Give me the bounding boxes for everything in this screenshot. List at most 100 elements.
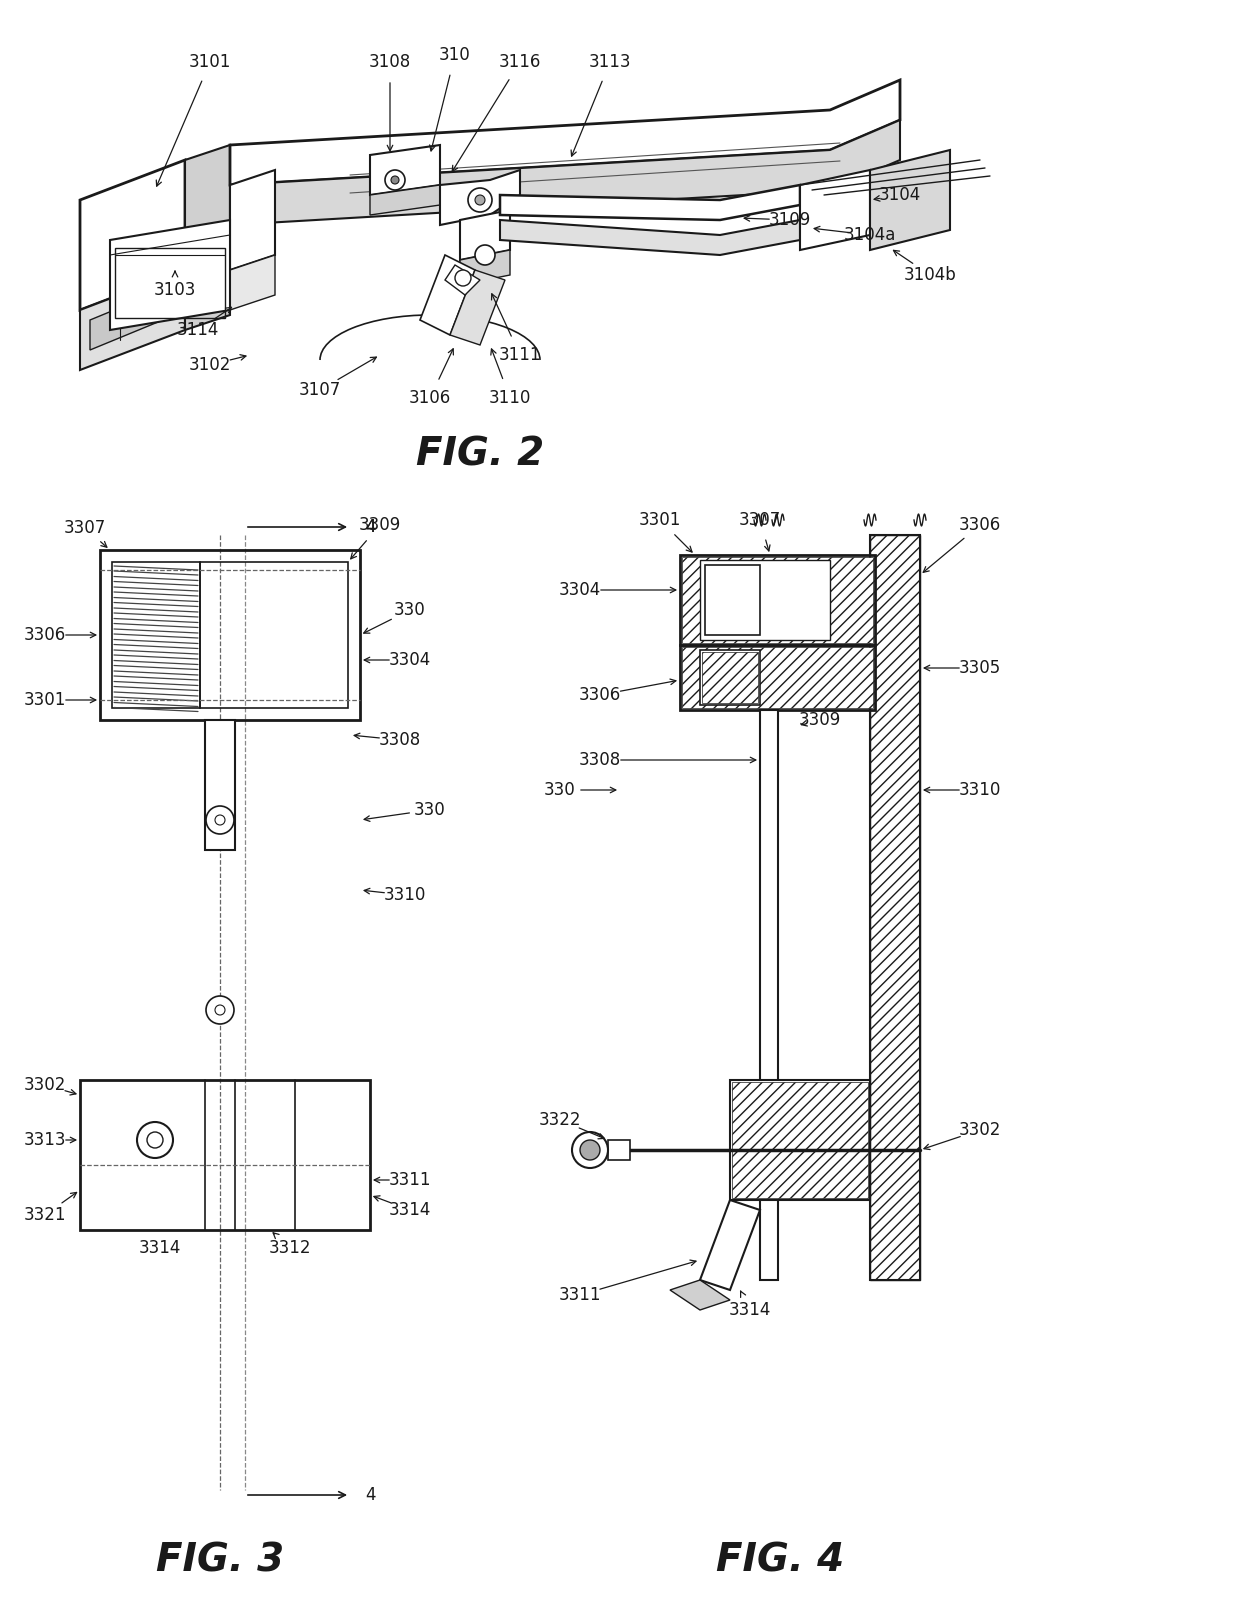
Circle shape — [206, 806, 234, 835]
Text: 3309: 3309 — [358, 515, 401, 534]
Text: 3314: 3314 — [729, 1302, 771, 1319]
Polygon shape — [460, 250, 510, 286]
Text: 3304: 3304 — [389, 652, 432, 669]
Text: 3306: 3306 — [579, 685, 621, 705]
Polygon shape — [440, 170, 520, 225]
Text: 3312: 3312 — [269, 1239, 311, 1257]
Text: 3321: 3321 — [24, 1205, 66, 1225]
Circle shape — [215, 815, 224, 825]
Text: 3104: 3104 — [879, 186, 921, 204]
Bar — [760, 709, 777, 1281]
Circle shape — [467, 188, 492, 212]
Text: 3314: 3314 — [139, 1239, 181, 1257]
Bar — [701, 650, 760, 705]
Text: 3311: 3311 — [389, 1172, 432, 1189]
Text: 3309: 3309 — [799, 711, 841, 729]
Circle shape — [215, 1005, 224, 1014]
Text: 3305: 3305 — [959, 660, 1001, 677]
Bar — [205, 721, 236, 851]
Text: 3116: 3116 — [498, 53, 541, 71]
Circle shape — [384, 170, 405, 189]
Text: 330: 330 — [414, 801, 446, 819]
Text: 310: 310 — [439, 47, 471, 64]
Polygon shape — [91, 286, 175, 350]
Polygon shape — [800, 170, 870, 250]
Text: 3113: 3113 — [589, 53, 631, 71]
Text: 3302: 3302 — [959, 1120, 1001, 1140]
Polygon shape — [450, 270, 505, 345]
Polygon shape — [229, 80, 900, 185]
Polygon shape — [420, 255, 475, 335]
Text: 330: 330 — [394, 600, 425, 620]
Text: 3306: 3306 — [24, 626, 66, 644]
Bar — [680, 555, 875, 645]
Text: 3306: 3306 — [959, 515, 1001, 534]
Circle shape — [391, 177, 399, 185]
Polygon shape — [370, 144, 440, 194]
Bar — [732, 1082, 868, 1197]
Text: 3104b: 3104b — [904, 266, 956, 284]
Text: 4: 4 — [365, 1486, 376, 1504]
Text: 4: 4 — [365, 518, 376, 536]
Text: 3307: 3307 — [64, 518, 107, 538]
Bar — [730, 1080, 870, 1201]
Polygon shape — [110, 220, 229, 331]
Bar — [608, 1140, 630, 1160]
Polygon shape — [445, 265, 480, 295]
Text: 3106: 3106 — [409, 388, 451, 408]
Text: 3103: 3103 — [154, 281, 196, 299]
Text: 3302: 3302 — [24, 1075, 66, 1095]
Polygon shape — [460, 210, 510, 260]
Circle shape — [136, 1122, 174, 1157]
Text: 3322: 3322 — [538, 1111, 582, 1128]
Text: 3307: 3307 — [739, 510, 781, 530]
Text: 3308: 3308 — [379, 730, 422, 750]
Polygon shape — [701, 1201, 760, 1290]
Circle shape — [455, 270, 471, 286]
Bar — [115, 249, 224, 318]
Text: 330: 330 — [544, 782, 575, 799]
Bar — [870, 534, 920, 1281]
Polygon shape — [870, 149, 950, 250]
Bar — [706, 565, 760, 636]
Text: 3310: 3310 — [384, 886, 427, 904]
Bar — [682, 557, 873, 644]
Text: 3301: 3301 — [24, 692, 66, 709]
Text: 3301: 3301 — [639, 510, 681, 530]
Text: FIG. 4: FIG. 4 — [715, 1541, 844, 1579]
Polygon shape — [185, 144, 229, 331]
Text: 3111: 3111 — [498, 347, 541, 364]
Text: FIG. 2: FIG. 2 — [415, 437, 544, 473]
Text: 3104a: 3104a — [843, 226, 897, 244]
Text: 3311: 3311 — [559, 1286, 601, 1303]
Text: FIG. 3: FIG. 3 — [156, 1541, 284, 1579]
Polygon shape — [229, 255, 275, 310]
Text: 3313: 3313 — [24, 1132, 66, 1149]
Polygon shape — [670, 1281, 730, 1310]
Circle shape — [475, 246, 495, 265]
Circle shape — [580, 1140, 600, 1160]
Circle shape — [206, 997, 234, 1024]
Bar — [112, 562, 200, 708]
Text: 3107: 3107 — [299, 380, 341, 400]
Bar — [680, 645, 875, 709]
Text: 3110: 3110 — [489, 388, 531, 408]
Bar — [81, 1080, 370, 1229]
Text: 3310: 3310 — [959, 782, 1001, 799]
Circle shape — [475, 194, 485, 205]
Bar — [682, 647, 873, 708]
Polygon shape — [500, 220, 800, 255]
Polygon shape — [229, 120, 900, 225]
Text: 3314: 3314 — [389, 1201, 432, 1220]
Text: 4: 4 — [365, 518, 376, 536]
Polygon shape — [370, 185, 440, 215]
Polygon shape — [81, 160, 185, 310]
Text: 3108: 3108 — [368, 53, 412, 71]
Text: 3102: 3102 — [188, 356, 231, 374]
Text: 3304: 3304 — [559, 581, 601, 599]
Circle shape — [572, 1132, 608, 1168]
Text: 3101: 3101 — [188, 53, 231, 71]
Bar — [100, 551, 360, 721]
Text: 3109: 3109 — [769, 210, 811, 230]
Polygon shape — [229, 170, 275, 270]
